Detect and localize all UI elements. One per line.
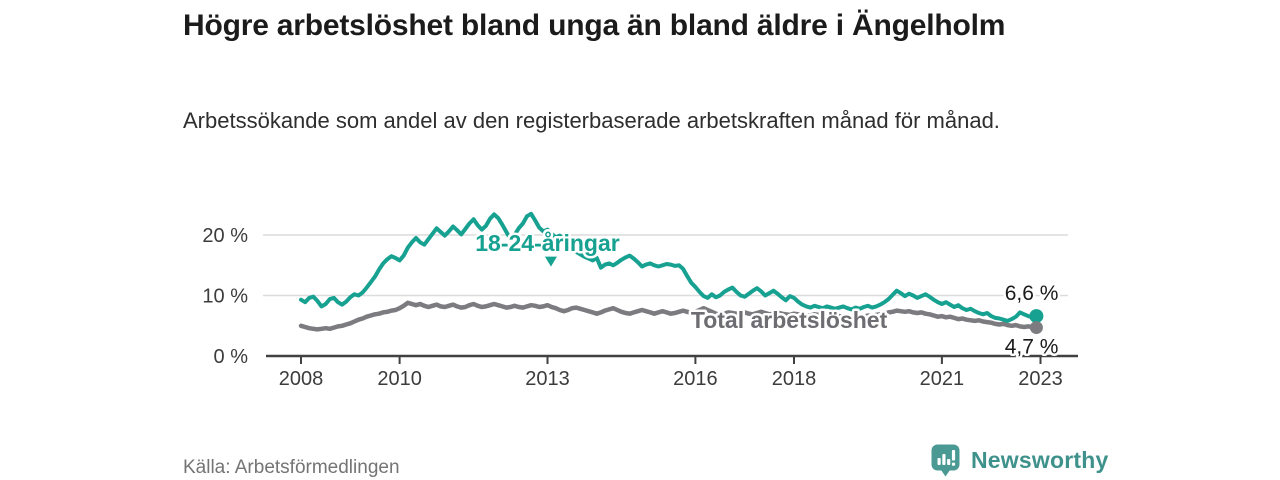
chart-title: Högre arbetslöshet bland unga än bland ä…: [183, 9, 1006, 42]
series-label-18-24-ringar: 18-24-åringar: [475, 230, 620, 256]
source-note: Källa: Arbetsförmedlingen: [183, 457, 400, 478]
newsworthy-logo[interactable]: Newsworthy: [931, 444, 1108, 477]
end-dot-total-arbetsl-shet: [1029, 321, 1043, 335]
y-tick-label: 20 %: [202, 225, 248, 247]
series-label-total-arbetsl-shet: Total arbetslöshet: [691, 307, 888, 333]
y-tick-label: 10 %: [202, 286, 248, 308]
series-line-18-24-ringar: [299, 211, 1039, 323]
end-value-label-18-24-ringar: 6,6 %: [1005, 282, 1059, 305]
bar-chart-bubble-icon: [931, 444, 960, 477]
x-tick-label: 2016: [673, 368, 718, 390]
x-tick-label: 2021: [920, 368, 965, 390]
brand-name: Newsworthy: [971, 447, 1109, 473]
x-tick-label: 2008: [279, 368, 324, 390]
y-tick-label: 0 %: [214, 346, 249, 368]
x-tick-label: 2023: [1018, 368, 1063, 390]
x-tick-label: 2018: [772, 368, 817, 390]
x-tick-label: 2010: [377, 368, 422, 390]
end-value-label-total-arbetsl-shet: 4,7 %: [1005, 336, 1059, 359]
chart-subtitle: Arbetssökande som andel av den registerb…: [183, 108, 1000, 133]
end-dot-18-24-ringar: [1029, 309, 1044, 324]
series-line-total-arbetsl-shet: [298, 300, 1039, 332]
unemployment-line-chart: 0 % 10 % 20 % 2008 2010 2013 2016 2018 2021 2023 1…: [202, 211, 1078, 390]
x-tick-label: 2013: [525, 368, 570, 390]
label-pointer-triangle-icon: [544, 256, 557, 267]
